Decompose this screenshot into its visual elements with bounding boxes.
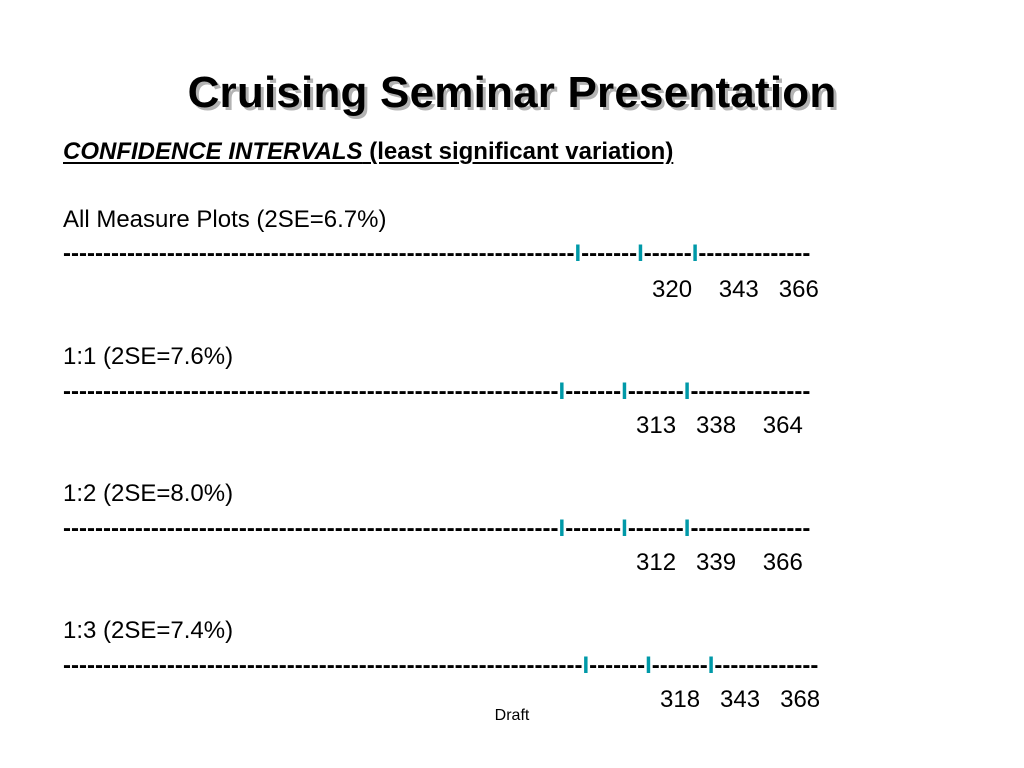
interval-label-all-measure: All Measure Plots (2SE=6.7%)	[63, 206, 387, 233]
interval-line-1-1: ----------------------------------------…	[63, 378, 810, 406]
dash-segment: ----------------------------------------…	[63, 240, 575, 267]
interval-values-1-1: 313 338 364	[636, 412, 803, 439]
subtitle-rest-text: (least significant variation)	[362, 138, 674, 165]
dash-segment: ------	[643, 240, 692, 267]
dash-segment: -------	[589, 652, 646, 679]
dash-segment: ----------------------------------------…	[63, 515, 559, 542]
interval-label-1-3: 1:3 (2SE=7.4%)	[63, 617, 234, 644]
dash-segment: -------------	[714, 652, 819, 679]
interval-line-all-measure: ----------------------------------------…	[63, 240, 810, 268]
dash-segment: -------	[565, 378, 622, 405]
slide-footer: Draft	[494, 707, 530, 724]
slide-subtitle: CONFIDENCE INTERVALS (least significant …	[63, 138, 673, 166]
dash-segment: ---------------	[690, 515, 811, 542]
interval-mean-mark: I	[645, 652, 652, 679]
dash-segment: -------	[627, 515, 684, 542]
dash-segment: -------	[627, 378, 684, 405]
interval-values-1-3: 318 343 368	[660, 686, 821, 713]
dash-segment: ---------------	[690, 378, 811, 405]
subtitle-italic-text: CONFIDENCE INTERVALS	[63, 138, 363, 165]
interval-values-1-2: 312 339 366	[636, 549, 803, 576]
interval-label-1-2: 1:2 (2SE=8.0%)	[63, 480, 234, 507]
interval-upper-mark: I	[683, 378, 691, 405]
interval-mean-mark: I	[621, 515, 628, 542]
dash-segment: -------	[581, 240, 638, 267]
interval-upper-mark: I	[683, 515, 691, 542]
interval-line-1-2: ----------------------------------------…	[63, 515, 810, 543]
interval-lower-mark: I	[582, 652, 590, 679]
dash-segment: ----------------------------------------…	[63, 378, 559, 405]
interval-label-1-1: 1:1 (2SE=7.6%)	[63, 343, 234, 370]
dash-segment: -------	[565, 515, 622, 542]
interval-lower-mark: I	[558, 515, 566, 542]
interval-upper-mark: I	[691, 240, 699, 267]
interval-lower-mark: I	[574, 240, 582, 267]
slide-title: Cruising Seminar Presentation	[187, 68, 837, 117]
interval-upper-mark: I	[707, 652, 715, 679]
interval-mean-mark: I	[637, 240, 644, 267]
interval-mean-mark: I	[621, 378, 628, 405]
dash-segment: --------------	[698, 240, 811, 267]
interval-lower-mark: I	[558, 378, 566, 405]
dash-segment: ----------------------------------------…	[63, 652, 583, 679]
interval-values-all-measure: 320 343 366	[652, 276, 819, 303]
dash-segment: -------	[651, 652, 708, 679]
interval-line-1-3: ----------------------------------------…	[63, 652, 818, 680]
